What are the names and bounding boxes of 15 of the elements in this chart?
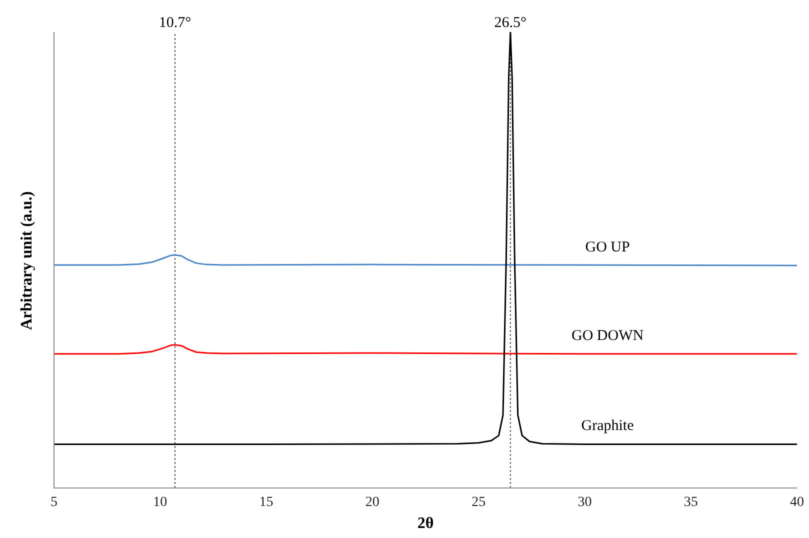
x-tick-label: 25 <box>472 494 486 510</box>
series-label: GO UP <box>585 239 630 256</box>
ref-line-label: 10.7° <box>158 15 192 31</box>
y-axis-title: Arbitrary unit (a.u.) <box>18 191 36 330</box>
series-label: GO DOWN <box>571 328 644 344</box>
x-tick-label: 15 <box>259 494 274 510</box>
x-tick-label: 30 <box>578 494 592 510</box>
x-tick-label: 10 <box>153 494 168 510</box>
x-axis-title: 2θ <box>417 515 434 532</box>
x-tick-label: 35 <box>684 494 698 510</box>
x-tick-label: 40 <box>790 494 804 510</box>
x-tick-label: 20 <box>365 494 380 510</box>
ref-line-label: 26.5° <box>494 15 527 31</box>
x-tick-label: 5 <box>50 494 58 510</box>
series-label: Graphite <box>581 418 634 434</box>
